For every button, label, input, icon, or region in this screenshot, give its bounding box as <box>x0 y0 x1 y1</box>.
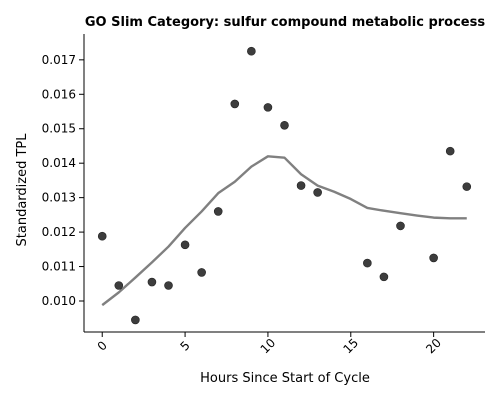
y-tick-label: 0.012 <box>42 225 76 239</box>
y-tick-label: 0.017 <box>42 53 76 67</box>
y-tick-label: 0.013 <box>42 191 76 205</box>
x-axis-label: Hours Since Start of Cycle <box>200 371 370 386</box>
data-point <box>462 182 472 191</box>
data-point <box>97 231 107 241</box>
data-point <box>263 103 273 112</box>
chart-title: GO Slim Category: sulfur compound metabo… <box>85 15 485 30</box>
data-point <box>197 268 206 277</box>
trend-line <box>101 155 467 307</box>
data-point <box>363 258 372 268</box>
data-point <box>396 221 405 231</box>
data-point <box>147 277 157 287</box>
x-tick-label: 15 <box>340 336 361 357</box>
x-tick-label: 20 <box>423 336 444 357</box>
y-tick-label: 0.015 <box>42 122 76 136</box>
data-point <box>379 272 389 282</box>
y-tick-label: 0.014 <box>42 156 76 170</box>
x-tick-label: 0 <box>95 338 110 353</box>
data-point <box>280 120 289 130</box>
y-tick-label: 0.010 <box>42 294 76 308</box>
y-tick-label: 0.011 <box>42 260 76 274</box>
data-point <box>247 46 256 56</box>
y-axis-label: Standardized TPL <box>15 133 30 247</box>
data-point <box>164 281 173 290</box>
y-tick-label: 0.016 <box>42 87 76 101</box>
data-point <box>296 181 306 190</box>
data-point <box>131 315 140 325</box>
data-point <box>429 253 438 263</box>
data-point <box>230 99 240 109</box>
plot-area: 0 5 10 15 20 0.010 0.011 0.012 0.013 0.014 0.015 0.… <box>42 34 485 356</box>
data-point <box>180 240 190 250</box>
x-tick-label: 5 <box>177 338 192 353</box>
data-point <box>114 281 124 290</box>
data-point <box>213 207 223 216</box>
data-point <box>313 188 322 197</box>
data-point <box>445 146 455 156</box>
x-tick-label: 10 <box>258 336 279 357</box>
